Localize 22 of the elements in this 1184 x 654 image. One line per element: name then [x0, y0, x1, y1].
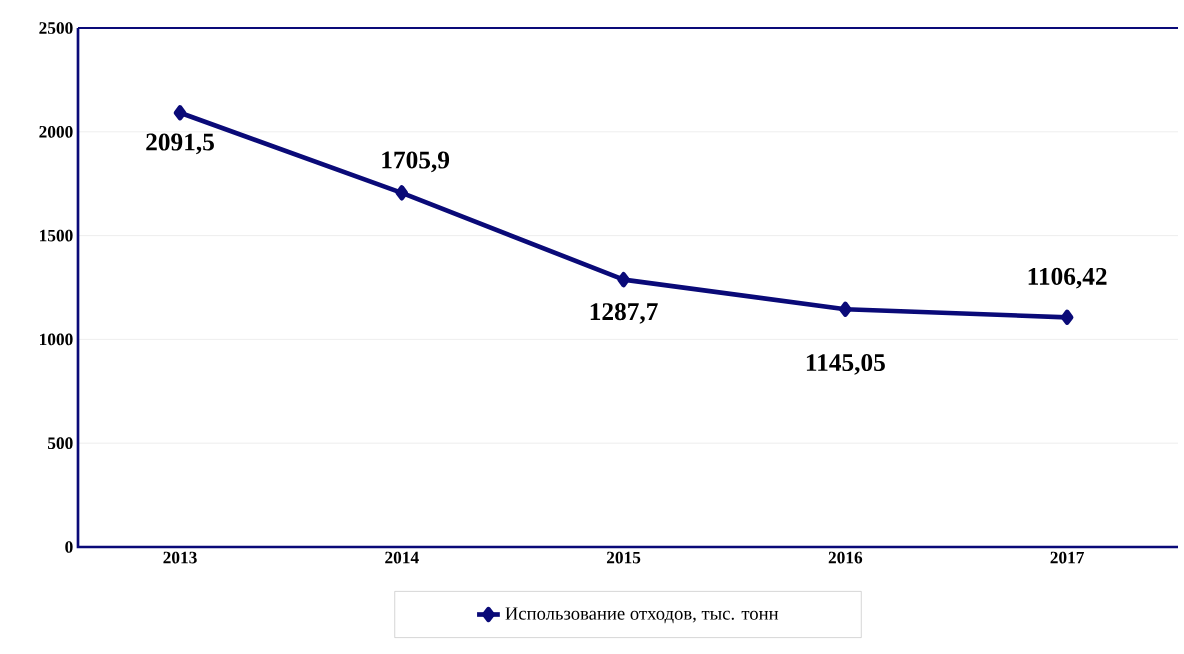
legend-label: Использование отходов, тыс. тонн — [505, 607, 779, 624]
data-label: 1705,9 — [382, 151, 450, 173]
point — [395, 185, 409, 201]
x-tick-label: 2016 — [828, 551, 863, 564]
x-tick-label: 2014 — [385, 551, 419, 564]
y-tick-label: 0 — [65, 541, 73, 553]
point — [617, 272, 630, 288]
y-tick-label: 2500 — [39, 22, 73, 34]
y-tick-label: 1500 — [40, 229, 73, 242]
y-tick-label: 2000 — [39, 125, 73, 138]
x-tick-label: 2017 — [1050, 551, 1085, 564]
point — [173, 105, 187, 121]
y-tick-label: 500 — [47, 437, 73, 450]
point — [839, 301, 852, 317]
data-label: 2091,5 — [146, 133, 214, 155]
point — [1060, 309, 1074, 325]
y-tick-label: 1000 — [40, 333, 73, 346]
data-label: 1106,42 — [1028, 267, 1107, 289]
x-tick-label: 2013 — [163, 551, 197, 564]
data-label: 1287,7 — [590, 303, 658, 324]
x-tick-label: 2015 — [606, 551, 641, 564]
data-label: 1145,05 — [806, 354, 885, 375]
